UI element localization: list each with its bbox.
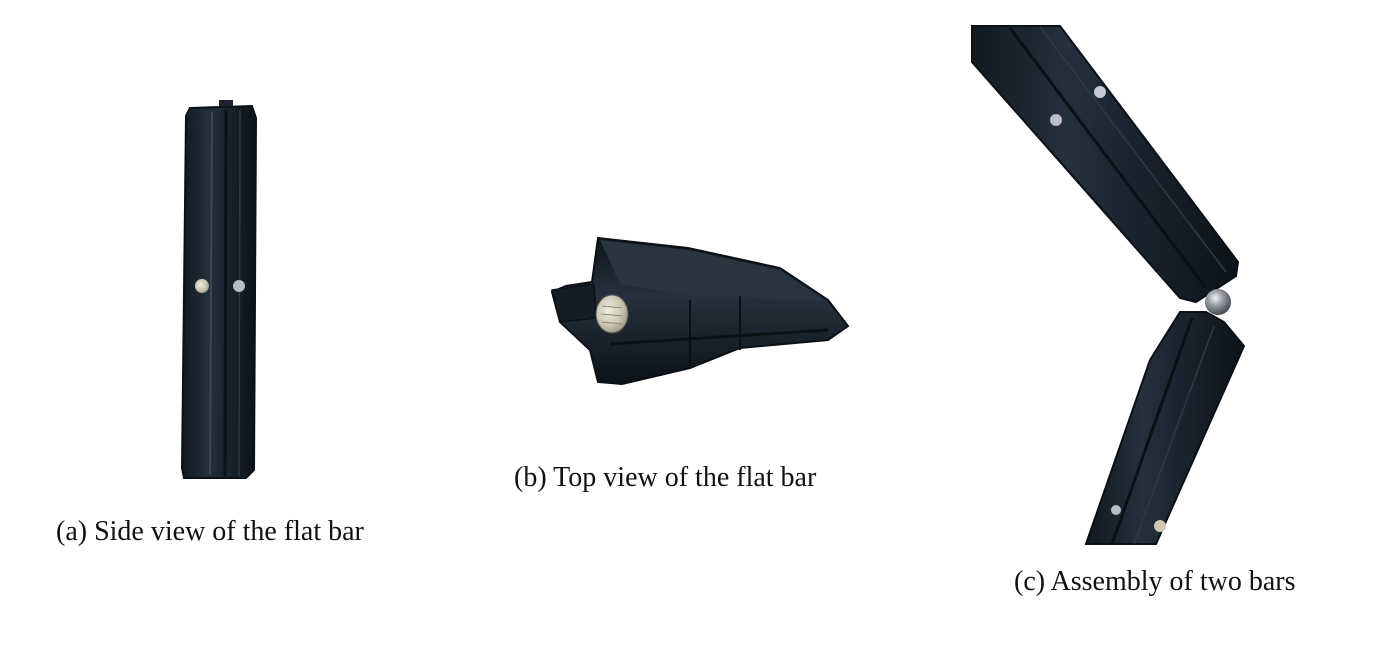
hole-dot bbox=[1154, 520, 1166, 532]
magnet-hole-dot bbox=[233, 280, 245, 292]
hole-dot bbox=[1094, 86, 1106, 98]
hole-dot bbox=[1111, 505, 1121, 515]
magnet-dot bbox=[195, 279, 209, 293]
side-view-bar-photo bbox=[180, 100, 258, 479]
magnet-cylinder bbox=[595, 294, 629, 334]
hole-dot bbox=[1050, 114, 1062, 126]
steel-ball-joint bbox=[1205, 289, 1231, 315]
top-view-bar-photo bbox=[550, 236, 850, 386]
caption-side-view: (a) Side view of the flat bar bbox=[56, 516, 364, 547]
caption-assembly: (c) Assembly of two bars bbox=[1014, 566, 1296, 597]
caption-top-view: (b) Top view of the flat bar bbox=[514, 462, 817, 493]
assembly-photo bbox=[971, 25, 1246, 545]
